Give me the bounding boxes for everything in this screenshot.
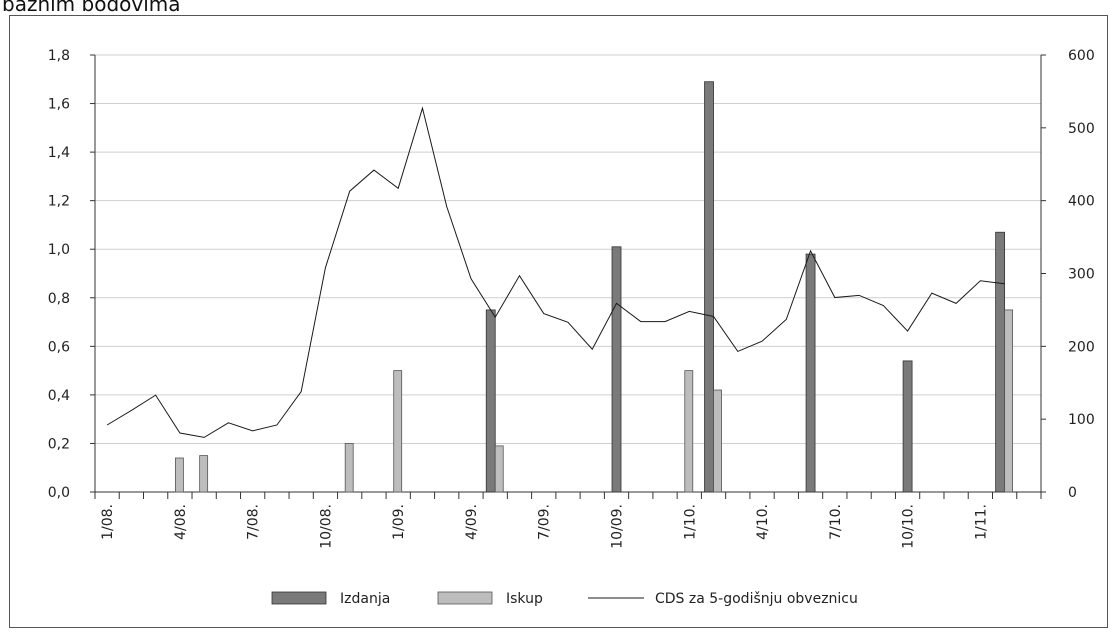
left-axis-tick-label: 1,8 — [48, 48, 70, 64]
x-axis-tick-label: 10/10. — [901, 504, 917, 549]
axes — [90, 54, 1046, 499]
legend-izdanja-label: Izdanja — [340, 591, 390, 607]
cds-line-layer — [106, 106, 1005, 438]
izdanja-bar — [611, 246, 622, 493]
chart-frame — [9, 15, 1108, 628]
x-axis-tick-label: 7/10. — [828, 504, 844, 540]
legend-izdanja-swatch — [271, 591, 327, 605]
right-axis-tick-label: 100 — [1068, 412, 1095, 428]
left-axis-tick-label: 1,2 — [48, 194, 70, 210]
izdanja-bar — [995, 231, 1006, 493]
x-axis-tick-label: 1/08. — [100, 504, 116, 540]
left-axis-tick-label: 0,2 — [48, 436, 70, 452]
legend-cds-label: CDS za 5-godišnju obveznicu — [655, 591, 858, 607]
left-axis-tick-label: 1,4 — [48, 145, 70, 161]
page-heading: baznim bodovima — [2, 0, 181, 16]
x-axis-tick-label: 4/09. — [464, 504, 480, 540]
left-axis-tick-label: 0,8 — [48, 291, 70, 307]
right-axis-tick-label: 600 — [1068, 48, 1095, 64]
iskup-bar — [393, 370, 403, 493]
x-axis-tick-label: 1/11. — [973, 504, 989, 540]
bars — [174, 81, 1014, 493]
iskup-bar — [713, 389, 722, 493]
iskup-bar — [174, 457, 184, 493]
izdanja-bar — [805, 253, 816, 493]
horizontal-gridlines — [95, 54, 1041, 444]
right-axis-tick-label: 400 — [1068, 194, 1095, 210]
left-axis-tick-label: 0,6 — [48, 339, 70, 355]
right-axis-tick-label: 200 — [1068, 339, 1095, 355]
x-axis-tick-label: 7/09. — [537, 504, 553, 540]
cds-line — [106, 106, 1005, 438]
legend: Izdanja Iskup CDS za 5-godišnju obveznicu — [271, 591, 858, 607]
iskup-bar — [199, 455, 209, 493]
right-axis-tick-label: 500 — [1068, 121, 1095, 137]
iskup-bar — [344, 443, 354, 493]
x-axis-tick-label: 1/09. — [391, 504, 407, 540]
iskup-bar — [494, 445, 504, 493]
x-axis-tick-label: 7/08. — [246, 504, 262, 540]
left-axis-tick-label: 1,6 — [48, 97, 70, 113]
x-axis-tick-label: 4/08. — [173, 504, 189, 540]
izdanja-bar — [704, 81, 714, 493]
left-axis-tick-label: 0,4 — [48, 388, 70, 404]
left-axis-tick-label: 0,0 — [48, 485, 70, 501]
right-axis-tick-label: 0 — [1068, 485, 1077, 501]
x-axis-tick-label: 4/10. — [755, 504, 771, 540]
right-axis-tick-label: 300 — [1068, 267, 1095, 283]
left-axis-tick-label: 1,0 — [48, 242, 70, 258]
izdanja-bar — [485, 309, 496, 493]
izdanja-bar — [902, 360, 913, 493]
legend-iskup-swatch — [437, 591, 493, 605]
iskup-bar — [1004, 309, 1014, 493]
legend-iskup-label: Iskup — [506, 591, 543, 607]
x-axis-tick-label: 10/09. — [610, 504, 626, 549]
tick-labels: 0,0 0,2 0,4 0,6 0,8 1,0 1,2 1,4 1,6 1,8 0 100 200 300… — [48, 48, 1095, 549]
x-axis-tick-label: 1/10. — [682, 504, 698, 540]
x-axis-tick-label: 10/08. — [318, 504, 334, 549]
iskup-bar — [684, 370, 694, 493]
